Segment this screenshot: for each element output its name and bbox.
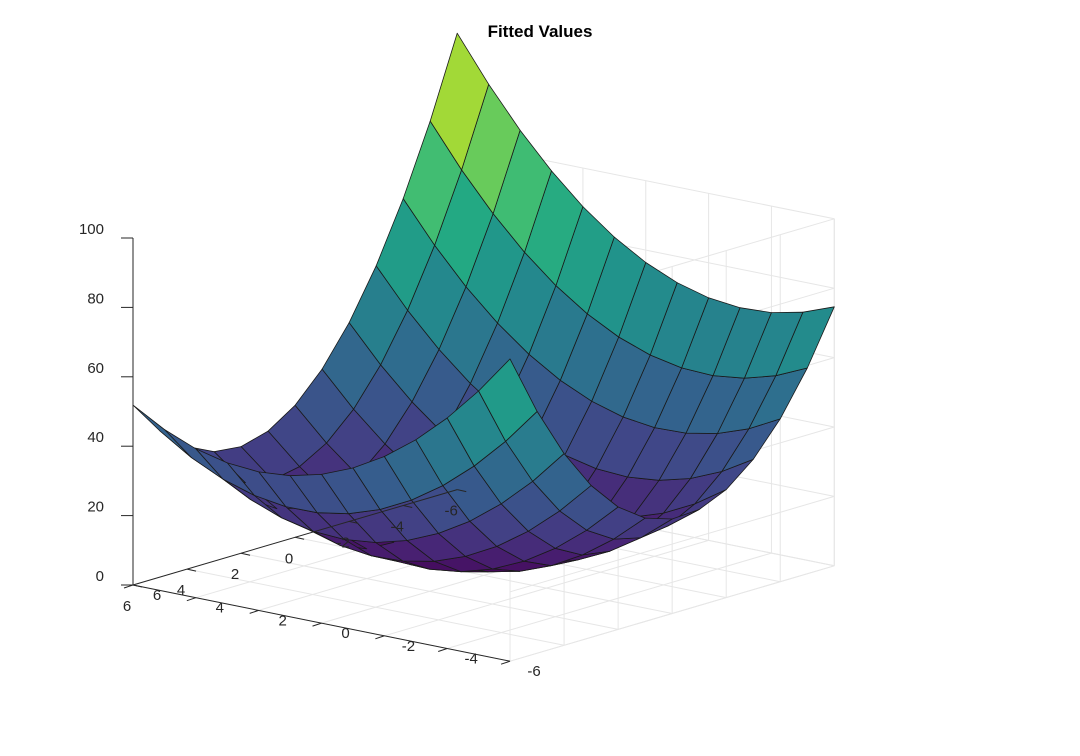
- x-tick-label: 6: [123, 598, 131, 615]
- x-tick-label: -6: [445, 503, 458, 520]
- y-tick: [186, 597, 196, 602]
- z-tick-label: 60: [87, 360, 104, 377]
- side-wall-grid-line: [509, 495, 835, 593]
- y-tick-label: -2: [402, 638, 415, 655]
- y-tick-label: 4: [216, 600, 224, 617]
- surface-mesh: [132, 32, 835, 573]
- surface-patch: [132, 404, 192, 459]
- chart-title: Fitted Values: [487, 22, 593, 41]
- side-wall-grid-line: [509, 565, 835, 662]
- z-tick-label: 0: [96, 568, 104, 585]
- x-tick-label: 4: [177, 582, 185, 599]
- z-tick-label: 40: [87, 429, 104, 446]
- y-tick-label: 6: [153, 587, 161, 604]
- y-tick-label: 0: [341, 625, 349, 642]
- z-tick-label: 80: [87, 290, 104, 307]
- surface-patch: [478, 358, 538, 442]
- x-tick-label: -4: [391, 518, 404, 535]
- x-tick: [132, 584, 143, 588]
- y-tick: [249, 609, 259, 614]
- x-tick: [186, 568, 197, 572]
- x-tick: [240, 552, 251, 556]
- y-tick-label: -6: [527, 663, 540, 680]
- x-tick: [403, 505, 413, 508]
- floor-grid-line: [384, 539, 709, 637]
- y-tick-label: 2: [279, 612, 287, 629]
- y-tick: [500, 660, 511, 665]
- surface-patch: [429, 32, 490, 171]
- y-tick: [375, 635, 385, 640]
- y-tick: [438, 648, 448, 652]
- z-tick-label: 100: [79, 221, 104, 238]
- x-tick-label: 0: [285, 550, 293, 567]
- y-tick: [312, 622, 322, 627]
- floor-grid-line: [447, 552, 772, 649]
- y-tick-label: -4: [465, 650, 478, 667]
- x-tick-label: 2: [231, 566, 239, 583]
- x-tick: [349, 520, 359, 524]
- z-tick-label: 20: [87, 499, 104, 516]
- x-tick: [295, 536, 305, 540]
- x-tick: [457, 489, 467, 493]
- x-tick-label: -2: [337, 534, 350, 551]
